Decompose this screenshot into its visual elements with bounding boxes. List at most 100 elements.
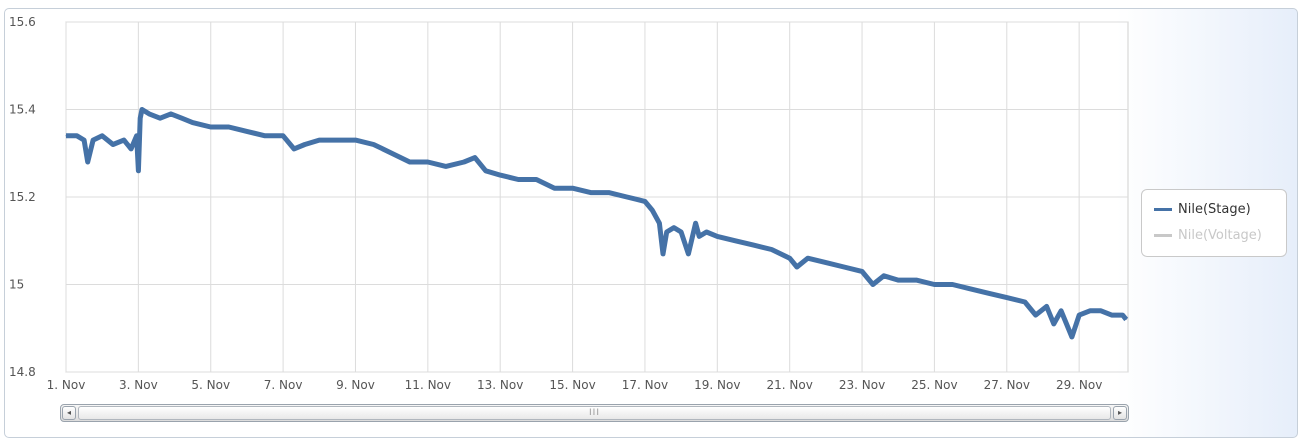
chart-grid <box>65 21 1129 373</box>
chevron-left-icon: ◂ <box>66 408 71 417</box>
data-point <box>83 139 85 141</box>
x-axis-ticks: 1. Nov 3. Nov 5. Nov 7. Nov 9. Nov 11. Nov 13.… <box>47 378 1103 392</box>
data-point <box>883 275 885 277</box>
data-point <box>933 284 935 285</box>
data-point <box>1046 305 1048 307</box>
data-point <box>517 179 519 180</box>
data-point <box>499 174 501 176</box>
data-point <box>644 200 646 202</box>
data-point <box>673 227 675 229</box>
data-point <box>92 139 94 141</box>
legend-item-voltage[interactable]: Nile(Voltage) <box>1154 228 1262 243</box>
data-point <box>608 192 610 194</box>
legend-swatch-stage <box>1154 208 1172 211</box>
data-point <box>1111 314 1113 316</box>
data-point <box>282 135 284 137</box>
x-tick-label: 29. Nov <box>1056 378 1102 392</box>
scroll-thumb[interactable]: III <box>78 406 1111 420</box>
data-point <box>76 135 78 137</box>
data-point <box>318 139 320 141</box>
data-point <box>1060 310 1062 312</box>
data-point <box>391 152 393 154</box>
data-point <box>872 284 874 285</box>
data-point <box>130 148 132 150</box>
data-point <box>373 144 375 145</box>
data-point <box>535 179 537 180</box>
data-point <box>159 117 161 119</box>
data-point <box>662 253 664 255</box>
data-point <box>1078 314 1080 316</box>
x-tick-label: 21. Nov <box>767 378 813 392</box>
scroll-right-button[interactable]: ▸ <box>1113 406 1127 420</box>
data-point <box>825 262 827 264</box>
data-point <box>698 235 700 237</box>
y-axis-ticks: 15.6 15.4 15.2 15 14.8 <box>9 15 36 379</box>
y-tick-label: 15.4 <box>9 103 36 117</box>
x-tick-label: 5. Nov <box>191 378 230 392</box>
series-line-stage <box>66 107 1129 340</box>
data-point <box>988 292 990 294</box>
legend-swatch-voltage <box>1154 234 1172 237</box>
legend-label-stage: Nile(Stage) <box>1178 202 1251 217</box>
data-point <box>228 126 230 128</box>
x-tick-label: 25. Nov <box>911 378 957 392</box>
data-point <box>666 231 668 233</box>
data-point <box>796 266 798 268</box>
data-point <box>590 192 592 194</box>
data-point <box>463 161 465 163</box>
data-point <box>1125 319 1127 320</box>
data-point <box>141 109 143 110</box>
data-point <box>1100 310 1102 312</box>
legend-label-voltage: Nile(Voltage) <box>1178 228 1262 243</box>
chevron-right-icon: ▸ <box>1117 408 1122 417</box>
data-point <box>123 139 125 141</box>
data-point <box>658 222 660 224</box>
x-tick-label: 27. Nov <box>984 378 1030 392</box>
x-tick-label: 7. Nov <box>264 378 303 392</box>
data-point <box>752 244 754 246</box>
data-point <box>572 187 574 189</box>
legend-item-stage[interactable]: Nile(Stage) <box>1154 202 1251 217</box>
data-point <box>427 161 429 163</box>
data-point <box>409 161 411 163</box>
x-tick-label: 3. Nov <box>119 378 158 392</box>
data-point <box>170 113 172 115</box>
navigator-scrollbar[interactable]: ◂ III ▸ <box>60 404 1129 422</box>
data-point <box>626 196 628 198</box>
x-tick-label: 15. Nov <box>549 378 595 392</box>
data-point <box>192 122 194 124</box>
x-tick-label: 11. Nov <box>405 378 451 392</box>
data-point <box>687 253 689 255</box>
data-point <box>210 126 212 128</box>
data-point <box>553 187 555 189</box>
data-point <box>246 130 248 132</box>
data-point <box>445 165 447 167</box>
data-point <box>705 231 707 233</box>
data-point <box>695 222 697 224</box>
data-point <box>1122 314 1124 316</box>
data-point <box>148 113 150 115</box>
data-point <box>952 284 954 285</box>
x-tick-label: 1. Nov <box>47 378 86 392</box>
scroll-left-button[interactable]: ◂ <box>62 406 76 420</box>
data-point <box>716 235 718 237</box>
data-point <box>304 144 306 145</box>
y-tick-label: 15.2 <box>9 190 36 204</box>
data-point <box>1089 310 1091 312</box>
data-point <box>139 117 141 119</box>
data-point <box>264 135 266 137</box>
data-point <box>651 209 653 211</box>
y-tick-label: 15 <box>9 278 24 292</box>
legend: Nile(Stage) Nile(Voltage) <box>1141 189 1287 257</box>
data-point <box>474 157 476 159</box>
data-point <box>485 170 487 172</box>
data-point <box>807 257 809 259</box>
data-point <box>970 288 972 290</box>
data-point <box>734 240 736 242</box>
data-point <box>843 266 845 268</box>
data-point <box>1024 301 1026 303</box>
data-point <box>293 148 295 150</box>
x-tick-label: 9. Nov <box>336 378 375 392</box>
data-point <box>861 270 863 272</box>
